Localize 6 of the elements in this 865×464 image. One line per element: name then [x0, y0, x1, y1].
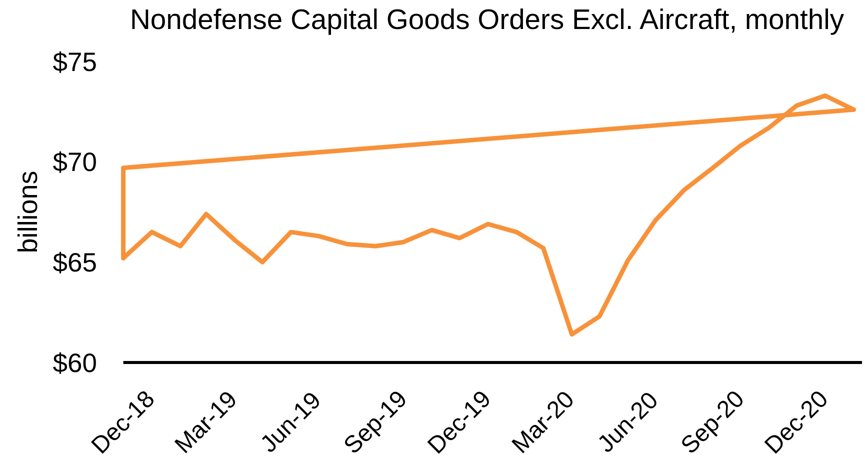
y-tick-label: $75: [52, 46, 97, 77]
y-axis-title: billions: [13, 170, 43, 254]
y-tick-label: $65: [52, 247, 97, 278]
y-tick-label: $70: [52, 147, 97, 178]
chart-title: Nondefense Capital Goods Orders Excl. Aircraft, monthly: [130, 3, 845, 35]
y-tick-label: $60: [52, 348, 97, 378]
